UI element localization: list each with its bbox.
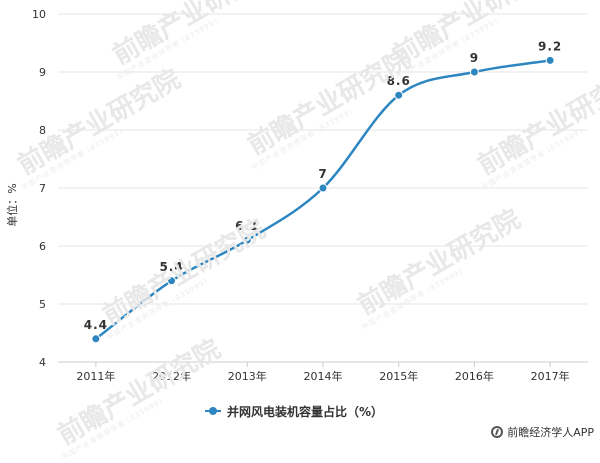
data-labels: 4.4 5.4 6.1 7 8.6 9 9.2: [84, 39, 562, 332]
data-point: [318, 183, 328, 193]
legend-label: 并网风电装机容量占比（%）: [227, 404, 384, 419]
data-label: 8.6: [387, 74, 411, 88]
legend-line-marker-icon: [205, 406, 221, 416]
line-chart: 4 5 6 7 8 9 10 2011年 2012年 2013年 2014年 2015年 2016年 20…: [5, 8, 588, 383]
x-tick-label: 2014年: [304, 369, 343, 383]
series: [91, 55, 555, 344]
y-tick-label: 5: [39, 298, 46, 311]
source-logo-icon: [491, 426, 504, 438]
data-label: 9: [470, 51, 479, 65]
y-tick-label: 7: [39, 182, 46, 195]
data-label: 5.4: [159, 260, 183, 274]
y-tick-label: 8: [39, 124, 46, 137]
x-tick-label: 2013年: [228, 369, 267, 383]
y-axis-label: 单位：%: [5, 183, 19, 226]
x-tick-label: 2017年: [531, 369, 570, 383]
x-tick-label: 2015年: [379, 369, 418, 383]
x-tick-label: 2012年: [152, 369, 191, 383]
y-tick-label: 6: [39, 240, 46, 253]
data-point: [167, 276, 177, 286]
gridlines: [58, 13, 588, 305]
source-text: 前瞻经济学人APP: [507, 426, 594, 439]
legend[interactable]: 并网风电装机容量占比（%）: [205, 402, 383, 420]
y-tick-label: 4: [39, 356, 46, 369]
source-credit: 前瞻经济学人APP: [491, 424, 594, 440]
x-tick-label: 2011年: [76, 369, 115, 383]
y-tick-label: 9: [39, 66, 46, 79]
data-point: [394, 90, 404, 100]
data-label: 6.1: [235, 219, 259, 233]
data-label: 9.2: [538, 39, 562, 53]
series-line: [95, 59, 551, 340]
y-tick-label: 10: [32, 8, 46, 21]
data-label: 7: [318, 167, 327, 181]
data-label: 4.4: [84, 318, 108, 332]
data-point: [91, 334, 101, 344]
data-point: [242, 235, 252, 245]
data-point: [545, 55, 555, 65]
data-point: [469, 67, 479, 77]
x-tick-label: 2016年: [455, 369, 494, 383]
axes: 4 5 6 7 8 9 10 2011年 2012年 2013年 2014年 2015年 2016年 20…: [32, 8, 588, 383]
